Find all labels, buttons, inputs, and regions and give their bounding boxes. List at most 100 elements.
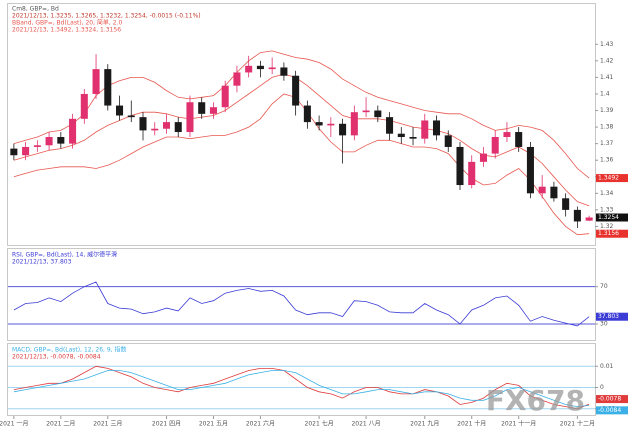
- candle-body: [151, 128, 159, 131]
- candle-body: [139, 117, 147, 131]
- value-label: -0.0084: [598, 407, 621, 414]
- rsi-panel: [7, 248, 596, 341]
- candle-body: [550, 186, 558, 199]
- y-tick-label: 1.37: [600, 140, 614, 147]
- rsi-subtitle: 2021/12/13, 37.803: [12, 259, 72, 266]
- candle-body: [104, 69, 112, 106]
- candle-body: [491, 137, 499, 154]
- candle-body: [162, 122, 171, 129]
- candle-body: [10, 148, 18, 156]
- macd-title: MACD, GBP=, Bd(Last), 12, 26, 9, 指数: [12, 346, 126, 354]
- candle-body: [174, 122, 182, 133]
- candle-body: [374, 110, 382, 118]
- candle-body: [69, 118, 77, 144]
- value-box: [596, 312, 628, 321]
- x-tick-label: 2021 四月: [152, 421, 181, 428]
- y-tick-label: 1.36: [600, 157, 614, 164]
- y-tick-label: 0.01: [600, 363, 614, 370]
- candle-body: [573, 209, 581, 222]
- y-tick-label: 1.41: [600, 74, 614, 81]
- y-tick-label: 1.42: [600, 57, 614, 64]
- candle-body: [562, 198, 570, 210]
- y-tick-label: 1.34: [600, 190, 614, 197]
- candle-body: [280, 67, 288, 76]
- y-tick-label: 1.43: [600, 41, 614, 48]
- candle-body: [303, 105, 311, 123]
- value-box: [596, 395, 628, 404]
- candle-body: [221, 85, 229, 108]
- value-label: 1.3156: [598, 230, 619, 237]
- candle-body: [362, 110, 370, 113]
- candle-body: [292, 75, 300, 106]
- y-tick-label: 1.4: [600, 90, 610, 97]
- value-label: 37.803: [598, 313, 619, 320]
- candle-body: [45, 137, 53, 146]
- x-tick-label: 2021 十二月: [560, 420, 595, 428]
- candle-body: [526, 146, 534, 194]
- candle-body: [92, 69, 100, 94]
- value-box: [596, 229, 628, 238]
- x-tick-label: 2021 三月: [93, 421, 122, 428]
- candle-body: [33, 145, 41, 147]
- candle-body: [22, 146, 30, 156]
- candle-body: [479, 153, 487, 162]
- macd-subtitle: 2021/12/13, -0.0078, -0.0084: [12, 354, 101, 361]
- bband-lower: [13, 93, 590, 236]
- candle-body: [444, 135, 452, 147]
- value-box: [596, 213, 628, 222]
- candle-body: [80, 93, 88, 119]
- candle-body: [209, 107, 217, 114]
- y-tick-label: 1.39: [600, 107, 614, 114]
- price-title: Cm8, GBP=, Bd: [12, 6, 59, 13]
- value-box: [596, 406, 628, 415]
- price-subtitle: 2021/12/13, 1.3235, 1.3265, 1.3232, 1.32…: [12, 13, 201, 20]
- candle-body: [327, 123, 335, 126]
- value-label: 1.3254: [598, 214, 619, 221]
- y-tick-label: 70: [600, 283, 608, 290]
- candle-body: [409, 137, 417, 139]
- macd-line: [13, 365, 590, 410]
- macd-line: [13, 370, 590, 408]
- price-panel: [7, 3, 596, 246]
- candle-body: [315, 122, 323, 126]
- candle-body: [386, 117, 394, 134]
- y-tick-label: 0: [600, 384, 604, 391]
- candle-body: [186, 102, 194, 133]
- x-tick-label: 2021 九月: [410, 420, 439, 428]
- candle-body: [503, 132, 511, 138]
- x-tick-label: 2021 七月: [305, 420, 334, 428]
- watermark: FX678: [486, 384, 585, 417]
- y-tick-label: 1.38: [600, 124, 614, 131]
- bband-middle: [13, 73, 590, 207]
- macd-panel: [7, 343, 596, 416]
- value-label: -0.0078: [598, 396, 621, 403]
- candle-body: [456, 146, 464, 186]
- x-tick-label: 2021 十一月: [501, 420, 536, 428]
- candle-body: [233, 72, 241, 86]
- candle-body: [339, 123, 347, 136]
- candle-body: [350, 112, 358, 136]
- x-tick-label: 2021 十月: [457, 420, 486, 428]
- candle-body: [127, 115, 135, 118]
- candle-body: [468, 161, 476, 186]
- rsi-title: RSI, GBP=, Bd(Last), 14, 威尔德平滑: [12, 251, 117, 259]
- candle-body: [585, 217, 593, 221]
- candle-body: [245, 65, 253, 73]
- x-tick-label: 2021 二月: [46, 421, 75, 428]
- x-tick-label: 2021 五月: [199, 421, 228, 428]
- candle-body: [57, 137, 65, 144]
- candle-body: [198, 102, 206, 114]
- x-tick-label: 2021 六月: [246, 420, 275, 428]
- bband-values: 2021/12/13, 1.3492, 1.3324, 1.3156: [12, 27, 121, 34]
- y-tick-label: 30: [600, 321, 608, 328]
- candle-body: [432, 120, 441, 136]
- rsi-line: [13, 281, 590, 327]
- candle-body: [256, 65, 264, 70]
- candle-body: [421, 120, 429, 139]
- value-box: [596, 174, 628, 183]
- candle-body: [515, 132, 523, 147]
- x-tick-label: 2021 八月: [351, 421, 380, 428]
- candle-body: [116, 105, 124, 116]
